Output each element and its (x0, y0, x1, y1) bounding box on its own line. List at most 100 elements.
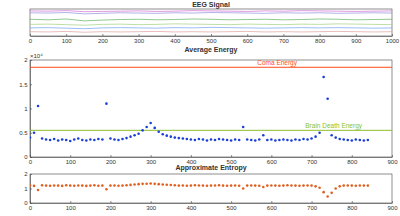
data-point (41, 137, 44, 140)
data-point (346, 139, 349, 142)
data-point (330, 134, 333, 137)
data-point (133, 134, 136, 137)
data-point (49, 184, 52, 187)
data-point (326, 195, 329, 198)
x-axis-line (31, 203, 393, 204)
x-tick: 900 (387, 201, 398, 211)
data-point (157, 183, 160, 186)
data-point (69, 184, 72, 187)
x-tick-mark (271, 155, 272, 157)
data-point (182, 184, 185, 187)
data-point (359, 184, 362, 187)
data-point (198, 138, 201, 141)
x-tick: 200 (98, 34, 109, 44)
data-point (238, 139, 241, 142)
x-tick-mark (320, 34, 321, 36)
x-tick-label: 400 (170, 38, 181, 44)
x-tick: 400 (170, 34, 181, 44)
data-point (198, 184, 201, 187)
data-point (282, 184, 285, 187)
data-point (65, 184, 68, 187)
y-tick: 0 (24, 154, 32, 160)
data-point (89, 184, 92, 187)
data-point (262, 186, 265, 189)
signal-line (30, 11, 392, 12)
data-point (169, 184, 172, 187)
data-point (322, 191, 325, 194)
data-point (274, 139, 277, 142)
y-tick-label: 0.5 (19, 130, 28, 136)
data-point (133, 183, 136, 186)
chart-title: Approximate Entropy (175, 164, 246, 172)
data-point (125, 137, 128, 140)
data-point (121, 138, 124, 141)
x-tick-mark (352, 155, 353, 157)
x-tick-label: 200 (98, 38, 109, 44)
data-point (169, 135, 172, 138)
y-tick-mark (30, 203, 32, 204)
data-point (145, 182, 148, 185)
x-tick-mark (191, 155, 192, 157)
x-tick-label: 600 (267, 159, 278, 165)
data-point (250, 139, 253, 142)
data-point (294, 138, 297, 141)
data-point (73, 184, 76, 187)
x-tick-mark (151, 201, 152, 203)
data-point (186, 138, 189, 141)
data-point (355, 138, 358, 141)
data-point (234, 138, 237, 141)
data-point (222, 138, 225, 141)
data-point (153, 127, 156, 130)
data-point (290, 184, 293, 187)
x-tick-label: 0 (29, 159, 33, 165)
data-point (30, 184, 31, 187)
data-point (190, 138, 193, 141)
data-point (222, 184, 225, 187)
y-tick-mark (30, 157, 32, 158)
x-tick-mark (312, 201, 313, 203)
x-tick-mark (312, 155, 313, 157)
x-tick-mark (211, 34, 212, 36)
chart-title: EEG Signal (192, 1, 230, 9)
data-point (161, 183, 164, 186)
data-point (57, 139, 60, 142)
x-tick: 800 (347, 155, 358, 165)
x-tick-label: 0 (29, 205, 33, 211)
data-point (302, 184, 305, 187)
x-tick-mark (30, 34, 31, 36)
data-point (97, 184, 100, 187)
reference-line (30, 67, 392, 68)
x-tick-mark (352, 201, 353, 203)
data-point (338, 185, 341, 188)
x-tick: 300 (134, 34, 145, 44)
data-point (105, 102, 108, 105)
data-point (342, 138, 345, 141)
figure: EEG Signal010020030040050060070080090010… (0, 0, 400, 216)
x-axis: 0100200300400500600700800900 (29, 201, 398, 211)
data-point (282, 138, 285, 141)
x-tick-mark (271, 201, 272, 203)
x-tick-label: 100 (66, 159, 77, 165)
data-point (266, 184, 269, 187)
data-point (190, 184, 193, 187)
y-tick: 1 (24, 186, 32, 192)
data-point (290, 139, 293, 142)
x-tick-label: 200 (106, 159, 117, 165)
data-point (330, 192, 333, 195)
data-point (367, 139, 370, 142)
data-point (33, 185, 36, 188)
data-point (286, 139, 289, 142)
x-tick-label: 300 (134, 38, 145, 44)
data-point (97, 138, 100, 141)
data-point (61, 185, 64, 188)
x-tick-label: 400 (186, 205, 197, 211)
data-point (149, 122, 152, 125)
x-tick-label: 900 (351, 38, 362, 44)
data-point (202, 138, 205, 141)
x-tick-label: 0 (29, 38, 33, 44)
data-point (278, 139, 281, 142)
x-tick: 700 (307, 155, 318, 165)
x-tick-mark (110, 155, 111, 157)
data-point (250, 184, 253, 187)
y-tick-label: 1 (24, 106, 28, 112)
